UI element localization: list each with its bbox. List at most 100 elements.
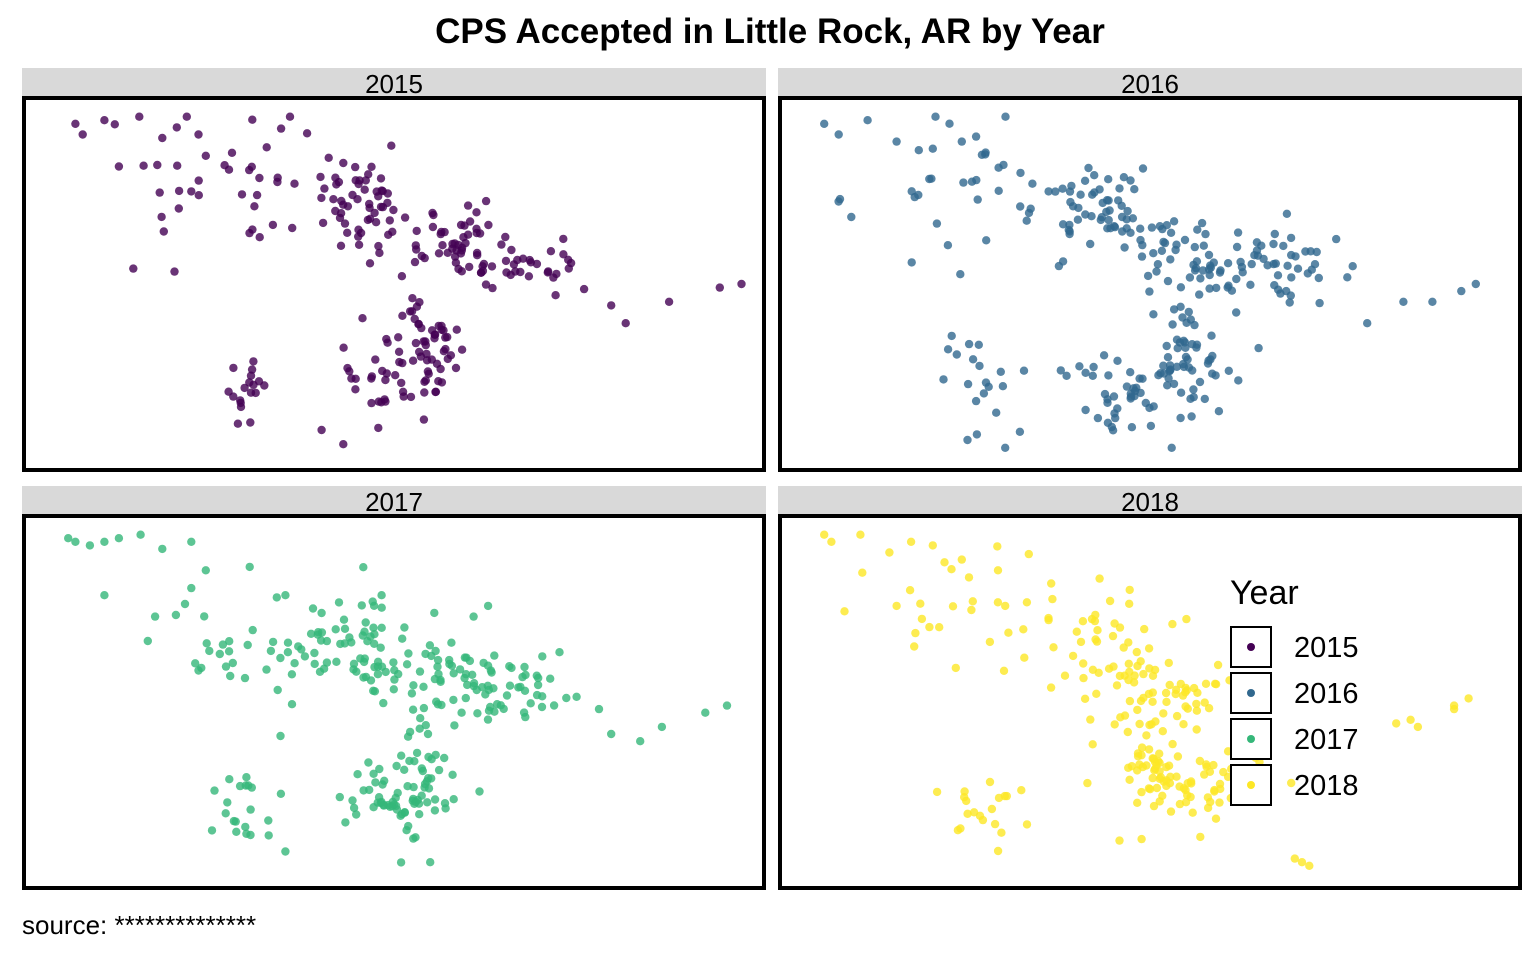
- scatter-point: [1091, 635, 1100, 644]
- scatter-point: [526, 699, 535, 708]
- scatter-point: [546, 674, 555, 683]
- scatter-point: [481, 280, 491, 289]
- scatter-point: [287, 670, 297, 679]
- scatter-point: [276, 653, 285, 663]
- panel-border: [778, 96, 1522, 472]
- scatter-point: [264, 816, 273, 825]
- scatter-point: [945, 119, 954, 128]
- scatter-point: [400, 623, 409, 632]
- scatter-point: [1286, 291, 1295, 300]
- scatter-point: [426, 858, 435, 867]
- scatter-point: [1090, 171, 1099, 180]
- scatter-point: [1155, 797, 1164, 806]
- scatter-point: [1181, 683, 1190, 693]
- scatter-point: [273, 685, 282, 695]
- scatter-point: [114, 162, 124, 171]
- scatter-point: [351, 162, 360, 172]
- scatter-point: [287, 700, 297, 709]
- scatter-point: [369, 803, 378, 812]
- scatter-point: [737, 279, 746, 289]
- scatter-point: [973, 195, 982, 204]
- scatter-point: [484, 706, 494, 715]
- scatter-point: [1179, 784, 1188, 793]
- scatter-point: [1149, 249, 1158, 258]
- scatter-point: [1159, 709, 1168, 718]
- scatter-point: [348, 796, 357, 805]
- scatter-point: [1138, 374, 1147, 383]
- scatter-point: [290, 659, 299, 668]
- scatter-point: [249, 357, 258, 366]
- scatter-point: [1138, 164, 1148, 173]
- scatter-point: [506, 270, 515, 280]
- scatter-point: [564, 264, 573, 273]
- scatter-point: [1096, 215, 1105, 225]
- scatter-point: [1166, 807, 1176, 816]
- scatter-point: [409, 794, 418, 804]
- facet-2015: 2015: [22, 68, 766, 472]
- scatter-point: [306, 629, 316, 638]
- scatter-point: [524, 272, 534, 281]
- scatter-point: [387, 141, 396, 150]
- scatter-point: [365, 199, 374, 209]
- scatter-point: [300, 652, 310, 661]
- scatter-point: [457, 345, 467, 354]
- scatter-point: [232, 827, 241, 836]
- scatter-point: [245, 228, 254, 238]
- facet-panel-2015: [22, 96, 766, 472]
- scatter-point: [317, 193, 326, 203]
- scatter-point: [210, 786, 219, 795]
- scatter-point: [505, 681, 515, 690]
- scatter-point: [441, 344, 450, 354]
- scatter-point: [404, 821, 413, 831]
- scatter-point: [153, 160, 162, 170]
- scatter-point: [85, 541, 95, 550]
- scatter-point: [1145, 287, 1154, 296]
- scatter-point: [379, 698, 388, 708]
- scatter-point: [1068, 651, 1078, 661]
- scatter-point: [990, 819, 1000, 829]
- scatter-point: [371, 778, 380, 787]
- scatter-point: [1200, 770, 1209, 779]
- scatter-point: [71, 537, 80, 546]
- scatter-point: [1116, 713, 1125, 722]
- scatter-point: [1123, 206, 1132, 216]
- scatter-point: [1028, 179, 1037, 188]
- scatter-point: [247, 365, 257, 374]
- scatter-point: [1079, 673, 1088, 683]
- scatter-point: [428, 208, 437, 218]
- scatter-point: [422, 349, 431, 359]
- scatter-point: [489, 684, 498, 693]
- scatter-point: [1187, 412, 1196, 421]
- scatter-point: [100, 537, 109, 546]
- scatter-point: [1193, 225, 1202, 234]
- scatter-point: [1234, 376, 1243, 385]
- scatter-point: [917, 614, 927, 624]
- scatter-point: [71, 119, 80, 128]
- scatter-point: [381, 375, 390, 385]
- scatter-point: [229, 363, 238, 373]
- scatter-point: [1129, 678, 1139, 687]
- scatter-point: [715, 283, 724, 292]
- scatter-point: [1290, 854, 1299, 863]
- scatter-point: [365, 259, 375, 268]
- scatter-point: [451, 258, 461, 267]
- scatter-point: [925, 174, 934, 184]
- scatter-point: [407, 689, 417, 698]
- scatter-point: [1176, 302, 1185, 311]
- scatter-point: [354, 240, 364, 249]
- legend-label: 2018: [1294, 770, 1359, 802]
- scatter-point: [251, 388, 260, 398]
- scatter-point: [847, 212, 856, 222]
- scatter-point: [229, 392, 238, 401]
- scatter-point: [221, 662, 231, 671]
- scatter-point: [1180, 235, 1190, 245]
- scatter-point: [159, 227, 168, 236]
- scatter-point: [393, 788, 402, 798]
- scatter-point: [237, 190, 247, 199]
- scatter-point: [1024, 549, 1033, 559]
- scatter-point: [621, 319, 630, 328]
- scatter-point: [1146, 421, 1156, 431]
- scatter-point: [911, 628, 920, 638]
- scatter-point: [1204, 356, 1213, 365]
- scatter-point: [1163, 353, 1173, 362]
